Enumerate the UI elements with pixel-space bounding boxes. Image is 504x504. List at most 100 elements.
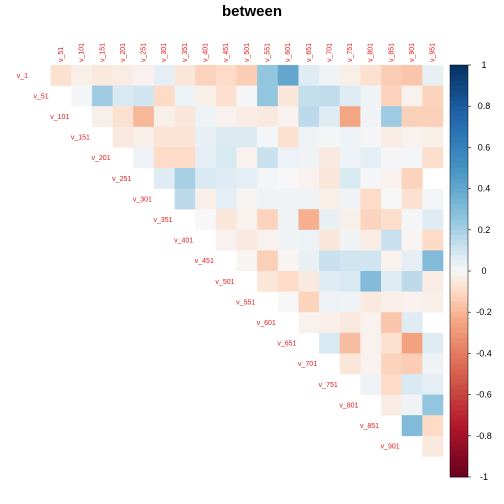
heatmap-cell xyxy=(401,106,423,128)
heatmap-cell xyxy=(174,106,196,128)
heatmap-cell xyxy=(215,188,237,210)
heatmap-cell xyxy=(236,250,258,272)
heatmap-cell xyxy=(257,209,279,231)
heatmap-cell xyxy=(360,168,382,189)
colorbar-step xyxy=(450,245,468,251)
colorbar-tick-label: -0.2 xyxy=(476,307,492,317)
heatmap-cell xyxy=(174,188,196,210)
heatmap-cell xyxy=(236,147,258,169)
row-label: v_701 xyxy=(298,361,317,368)
colorbar-step xyxy=(450,271,468,277)
colorbar-step xyxy=(450,394,468,401)
heatmap-cell xyxy=(360,291,382,313)
heatmap-cell xyxy=(277,291,299,313)
heatmap-cell xyxy=(381,147,402,169)
colorbar-step xyxy=(450,291,468,298)
heatmap-cell xyxy=(236,168,258,189)
colorbar-step xyxy=(450,265,468,272)
heatmap-cell xyxy=(298,312,320,334)
row-label: v_801 xyxy=(339,402,358,409)
heatmap-cell xyxy=(422,271,444,292)
heatmap-cell xyxy=(298,250,320,272)
heatmap-cell xyxy=(401,188,423,210)
heatmap-cell xyxy=(360,106,382,128)
heatmap-cell xyxy=(153,85,175,107)
colorbar-tick-label: -0.8 xyxy=(476,431,492,441)
heatmap-cell xyxy=(360,353,382,375)
heatmap-cell xyxy=(91,85,113,107)
heatmap-cell xyxy=(360,209,382,231)
row-label: v_751 xyxy=(319,382,338,389)
heatmap-cell xyxy=(257,85,279,107)
colorbar-step xyxy=(450,312,468,318)
heatmap-cell xyxy=(381,85,402,107)
heatmap-cell xyxy=(339,332,361,354)
heatmap-cell xyxy=(401,65,423,86)
colorbar-step xyxy=(450,116,468,123)
row-label: v_201 xyxy=(92,155,111,162)
heatmap-cell xyxy=(381,312,402,334)
heatmap-cell xyxy=(153,106,175,128)
heatmap-cell xyxy=(174,65,196,86)
heatmap-cell xyxy=(153,65,175,86)
heatmap-cell xyxy=(422,106,444,128)
heatmap-cell xyxy=(381,291,402,313)
heatmap-cell xyxy=(112,106,134,128)
heatmap-cell xyxy=(401,332,423,354)
heatmap-cell xyxy=(319,250,341,272)
colorbar-step xyxy=(450,168,468,174)
colorbar-step xyxy=(450,65,468,71)
colorbar-step xyxy=(450,379,468,385)
row-label: v_301 xyxy=(133,196,152,203)
heatmap-cell xyxy=(236,106,258,128)
heatmap-cell xyxy=(319,106,341,128)
column-label: v_651 xyxy=(306,43,313,62)
heatmap-cell xyxy=(381,353,402,375)
column-label: v_801 xyxy=(368,43,375,62)
colorbar-step xyxy=(450,162,468,169)
heatmap-cell xyxy=(195,85,217,107)
row-label: v_501 xyxy=(215,279,234,286)
heatmap-cell xyxy=(298,168,320,189)
heatmap-cell xyxy=(401,250,423,272)
column-label: v_401 xyxy=(203,43,210,62)
heatmap-cell xyxy=(298,85,320,107)
colorbar-step xyxy=(450,337,468,344)
colorbar-step xyxy=(450,173,468,179)
heatmap-cell xyxy=(422,126,444,148)
heatmap-cell xyxy=(91,106,113,128)
colorbar-step xyxy=(450,332,468,339)
colorbar-step xyxy=(450,420,468,426)
heatmap-cell xyxy=(153,126,175,148)
colorbar-step xyxy=(450,255,468,262)
heatmap-cell xyxy=(319,332,341,354)
heatmap-cell xyxy=(381,188,402,210)
heatmap-cell xyxy=(277,188,299,210)
heatmap-cell xyxy=(174,147,196,169)
heatmap-cell xyxy=(215,126,237,148)
chart-title: between xyxy=(222,3,282,20)
heatmap-cell xyxy=(319,209,341,231)
heatmap-cell xyxy=(339,312,361,334)
heatmap-cell xyxy=(195,65,217,86)
heatmap-cell xyxy=(422,291,444,313)
colorbar-step xyxy=(450,240,468,246)
heatmap-cell xyxy=(381,65,402,86)
colorbar-step xyxy=(450,322,468,329)
heatmap-cell xyxy=(257,229,279,251)
heatmap-cell xyxy=(381,250,402,272)
heatmap-cell xyxy=(401,271,423,292)
heatmap-cell xyxy=(71,65,93,86)
row-label: v_351 xyxy=(153,217,172,224)
colorbar-step xyxy=(450,183,468,189)
colorbar-step xyxy=(450,276,468,282)
colorbar-tick-label: 1 xyxy=(481,60,486,70)
heatmap-cell xyxy=(319,271,341,292)
heatmap-cell xyxy=(360,229,382,251)
heatmap-cell xyxy=(319,229,341,251)
heatmap-cell xyxy=(422,353,444,375)
heatmap-cell xyxy=(236,126,258,148)
colorbar-step xyxy=(450,343,468,349)
colorbar-step xyxy=(450,471,468,478)
heatmap-cell xyxy=(174,126,196,148)
